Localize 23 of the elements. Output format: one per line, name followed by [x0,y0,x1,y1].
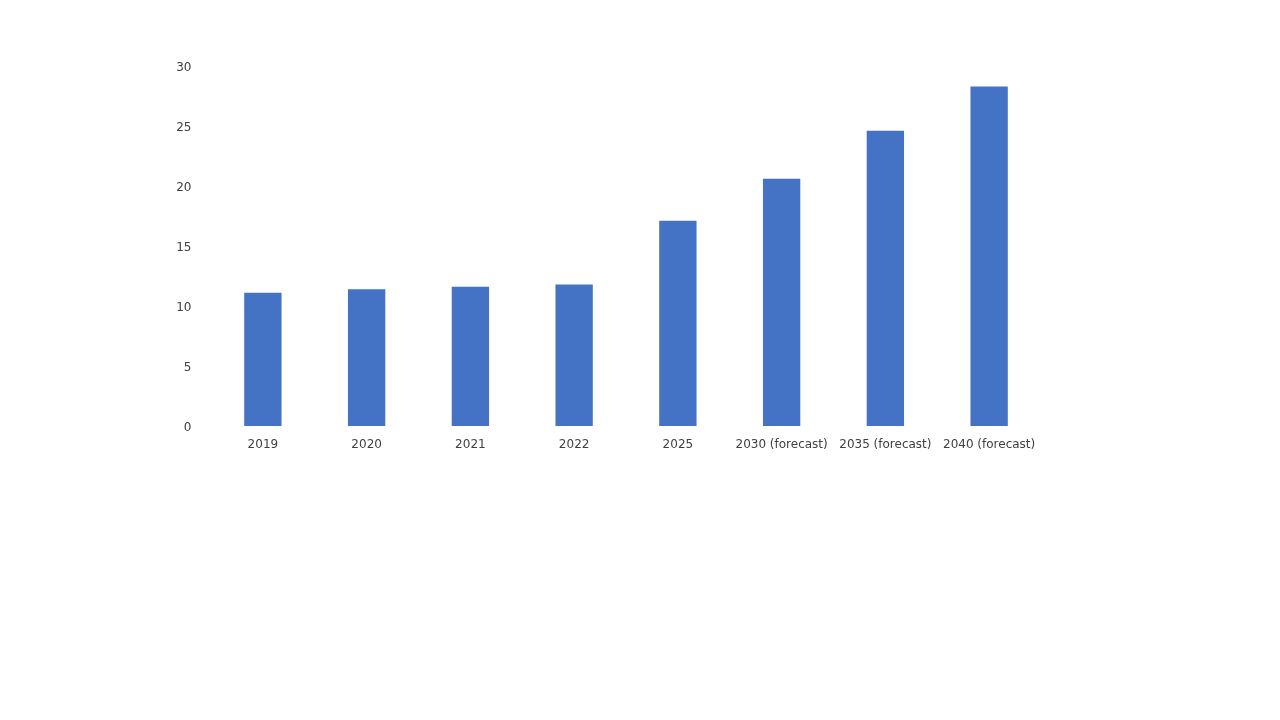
bar [555,284,593,426]
x-tick-label: 2021 [455,436,486,451]
bar [970,86,1008,426]
bar [347,289,386,426]
bar [451,286,490,426]
x-tick-label: 2040 (forecast) [943,436,1036,451]
x-tick-label: 2022 [558,436,590,451]
y-tick-label: 0 [183,419,192,434]
y-tick-label: 20 [176,179,192,194]
x-tick-label: 2020 [351,436,382,451]
y-tick-label: 30 [176,59,192,74]
bar [762,178,801,426]
x-tick-label: 2030 (forecast) [735,436,828,451]
x-tick-label: 2035 (forecast) [839,436,932,451]
y-tick-label: 25 [176,119,192,134]
y-tick-label: 15 [176,239,192,254]
x-tick-label: 2025 [662,436,694,451]
bar [659,220,697,426]
x-tick-label: 2019 [247,436,279,451]
y-tick-label: 5 [183,359,192,374]
y-tick-label: 10 [176,299,192,314]
bar [244,292,282,426]
bar [866,130,905,426]
